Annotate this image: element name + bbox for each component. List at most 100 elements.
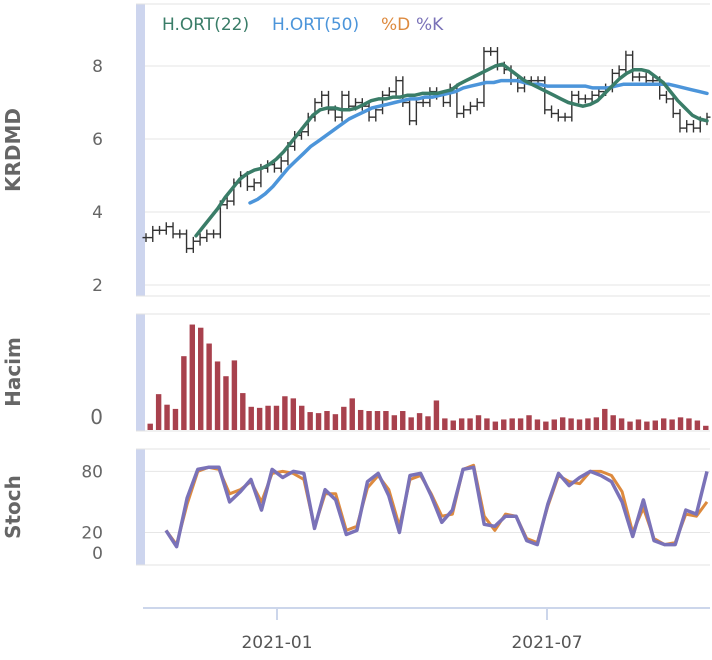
ohlc-bar bbox=[615, 65, 623, 78]
stoch-tick-2: 0 bbox=[92, 544, 103, 564]
volume-bar bbox=[206, 343, 212, 430]
volume-bar bbox=[273, 405, 280, 430]
legend: H.ORT(22) H.ORT(50) %D %K bbox=[162, 15, 444, 35]
volume-bar bbox=[391, 415, 398, 430]
ohlc-bar bbox=[460, 105, 468, 118]
price-panel-frame bbox=[136, 4, 710, 296]
volume-bar bbox=[400, 411, 406, 430]
volume-bar bbox=[214, 361, 221, 430]
x-tick-1: 2021-07 bbox=[511, 633, 582, 653]
volume-bar bbox=[585, 418, 591, 430]
ohlc-bar bbox=[629, 50, 637, 82]
ohlc-bar bbox=[345, 90, 353, 111]
volume-bar bbox=[559, 417, 566, 430]
legend-k[interactable]: %K bbox=[416, 15, 444, 35]
ohlc-bar bbox=[689, 120, 697, 133]
ohlc-bar bbox=[568, 90, 576, 122]
ohlc-bar bbox=[156, 225, 164, 235]
ohlc-bar bbox=[196, 233, 204, 246]
ohlc-bar bbox=[169, 222, 177, 239]
price-panel: 8 6 4 2 KRDMD H.ORT(22) H.ORT(50) %D %K bbox=[1, 3, 711, 297]
legend-ma50[interactable]: H.ORT(50) bbox=[272, 15, 359, 35]
volume-bar bbox=[307, 412, 313, 430]
volume-bar bbox=[189, 324, 196, 430]
ohlc-bar bbox=[142, 233, 150, 242]
volume-bar bbox=[299, 405, 305, 430]
stoch-ticks: 80 200 bbox=[81, 462, 103, 563]
ohlc-bar bbox=[365, 101, 373, 122]
ohlc-bar bbox=[473, 98, 481, 111]
volume-bar bbox=[517, 418, 524, 430]
volume-bar bbox=[425, 416, 431, 430]
stoch-grid bbox=[145, 470, 710, 533]
ohlc-bar bbox=[250, 178, 258, 191]
ohlc-bar bbox=[412, 98, 420, 126]
ohlc-bar bbox=[561, 112, 569, 122]
volume-bar bbox=[290, 398, 297, 430]
volume-bar bbox=[223, 376, 229, 430]
volume-bar bbox=[408, 417, 414, 430]
price-tick-0: 8 bbox=[92, 57, 103, 77]
ohlc-bar bbox=[223, 196, 231, 210]
stoch-tick-0: 80 bbox=[81, 462, 103, 482]
volume-bar bbox=[543, 421, 549, 430]
volume-bar bbox=[526, 415, 532, 430]
x-tick-0: 2021-01 bbox=[241, 633, 312, 653]
volume-bar bbox=[231, 360, 238, 430]
volume-bar bbox=[198, 327, 204, 430]
stoch-axis-bar bbox=[136, 449, 145, 565]
stoch-tick-1: 20 bbox=[81, 523, 103, 543]
volume-bar bbox=[374, 411, 381, 430]
ohlc-bar bbox=[669, 94, 677, 118]
ohlc-bar bbox=[683, 120, 691, 133]
ohlc-bar bbox=[162, 222, 170, 235]
ohlc-bar bbox=[379, 90, 387, 115]
volume-bar bbox=[602, 408, 608, 430]
volume-bar bbox=[618, 418, 625, 430]
ohlc-bar bbox=[466, 101, 474, 115]
volume-bar bbox=[475, 415, 482, 430]
stoch-axis-label: Stoch bbox=[1, 475, 25, 539]
volume-tick-0: 0 bbox=[90, 405, 103, 429]
volume-bar bbox=[593, 417, 600, 430]
volume-bar bbox=[349, 398, 355, 430]
price-axis-bar bbox=[136, 4, 145, 296]
price-axis-label: KRDMD bbox=[1, 108, 25, 192]
volume-bar bbox=[366, 411, 372, 430]
price-tick-1: 6 bbox=[92, 130, 103, 150]
stoch-k-line bbox=[164, 465, 709, 549]
price-grid bbox=[145, 65, 710, 286]
ohlc-bar bbox=[575, 90, 583, 104]
volume-bar bbox=[282, 396, 288, 430]
ohlc-bar bbox=[480, 47, 488, 107]
volume-bar bbox=[534, 419, 541, 430]
volume-bar bbox=[509, 418, 515, 430]
ohlc-bar bbox=[183, 229, 191, 253]
ohlc-bar bbox=[487, 47, 495, 56]
volume-bar bbox=[703, 425, 709, 430]
volume-bar bbox=[492, 421, 499, 430]
volume-bar bbox=[551, 419, 557, 430]
volume-bar bbox=[240, 393, 246, 430]
volume-bar bbox=[576, 419, 583, 430]
legend-ma22[interactable]: H.ORT(22) bbox=[162, 15, 249, 35]
volume-bar bbox=[332, 414, 339, 430]
ohlc-bar bbox=[338, 90, 346, 122]
volume-bar bbox=[315, 413, 322, 430]
volume-bar bbox=[644, 421, 650, 430]
ohlc-bar bbox=[406, 98, 414, 126]
ohlc-bar bbox=[149, 225, 157, 242]
ohlc-bar bbox=[318, 90, 326, 107]
legend-d[interactable]: %D bbox=[381, 15, 410, 35]
volume-bar bbox=[652, 420, 658, 430]
ohlc-bar bbox=[554, 109, 562, 122]
ohlc-bar bbox=[176, 229, 184, 239]
volume-bar bbox=[265, 405, 271, 430]
ohlc-bar bbox=[210, 229, 218, 239]
ohlc-bar bbox=[203, 229, 211, 242]
volume-bar bbox=[181, 356, 187, 430]
price-tick-3: 2 bbox=[92, 276, 103, 296]
price-tick-2: 4 bbox=[92, 203, 103, 223]
volume-bar bbox=[324, 411, 330, 430]
